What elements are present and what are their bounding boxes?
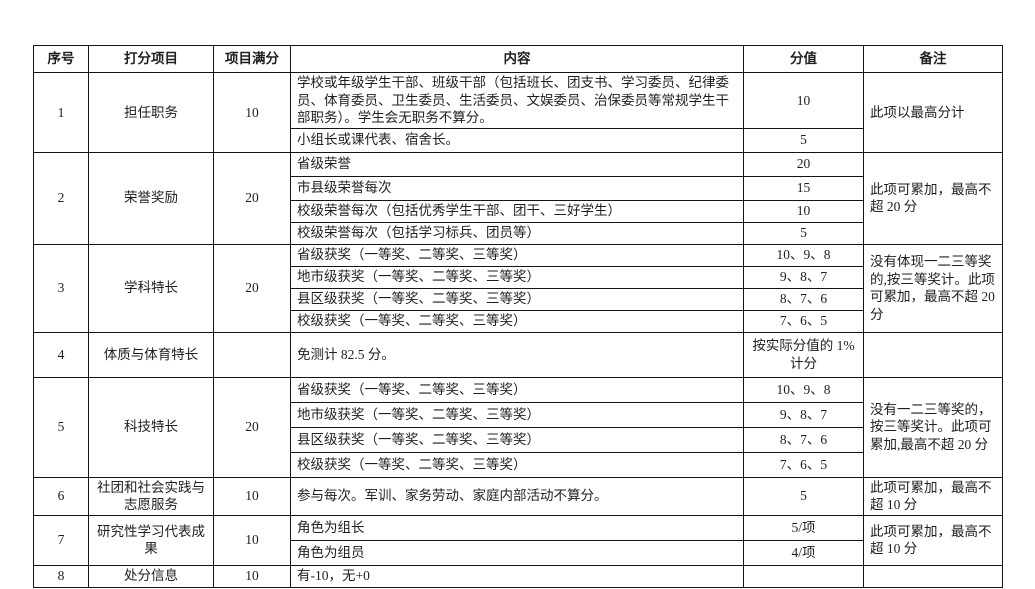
score-cell: 7、6、5	[743, 309, 864, 333]
project-max-score: 20	[213, 376, 291, 478]
content-cell: 省级获奖（一等奖、二等奖、三等奖）	[290, 243, 744, 267]
row-no: 1	[33, 72, 89, 153]
col-header-remark: 备注	[863, 45, 1003, 73]
project-name: 社团和社会实践与志愿服务	[88, 476, 214, 516]
remark-cell: 此项可累加，最高不超 10 分	[863, 514, 1003, 566]
table-row: 3 学科特长 20 省级获奖（一等奖、二等奖、三等奖） 10、9、8 没有体现一…	[33, 243, 1003, 333]
score-cell: 8、7、6	[743, 287, 864, 311]
content-cell: 地市级获奖（一等奖、二等奖、三等奖）	[290, 401, 744, 428]
score-cell: 按实际分值的 1% 计分	[743, 331, 864, 378]
content-cell: 县区级获奖（一等奖、二等奖、三等奖）	[290, 287, 744, 311]
score-cell: 5	[743, 221, 864, 245]
project-name: 处分信息	[88, 564, 214, 588]
content-cell: 市县级荣誉每次	[290, 175, 744, 201]
content-cell: 有-10，无+0	[290, 564, 744, 588]
project-max-score: 10	[213, 564, 291, 588]
project-name: 荣誉奖励	[88, 151, 214, 245]
project-max-score: 10	[213, 514, 291, 566]
project-name: 体质与体育特长	[88, 331, 214, 378]
table-row: 5 科技特长 20 省级获奖（一等奖、二等奖、三等奖） 10、9、8 没有一二三…	[33, 376, 1003, 478]
table-row: 校级荣誉每次（包括学习标兵、团员等） 5	[34, 221, 1003, 245]
project-max-score	[213, 331, 291, 378]
content-cell: 角色为组长	[290, 514, 744, 541]
remark-cell: 没有体现一二三等奖的,按三等奖计。此项可累加，最高不超 20 分	[863, 243, 1003, 333]
content-cell: 校级荣誉每次（包括学习标兵、团员等）	[290, 221, 744, 245]
col-header-content: 内容	[290, 45, 744, 73]
table-row: 地市级获奖（一等奖、二等奖、三等奖） 9、8、7	[34, 401, 1003, 428]
table-row: 7 研究性学习代表成果 10 角色为组长 5/项 此项可累加，最高不超 10 分	[33, 514, 1003, 566]
content-cell: 省级荣誉	[290, 151, 744, 177]
table-row: 8 处分信息 10 有-10，无+0	[33, 564, 1003, 588]
score-cell: 7、6、5	[743, 451, 864, 478]
project-max-score: 20	[213, 151, 291, 245]
content-cell: 地市级获奖（一等奖、二等奖、三等奖）	[290, 265, 744, 289]
table-row: 1 担任职务 10 学校或年级学生干部、班级干部（包括班长、团支书、学习委员、纪…	[33, 72, 1003, 153]
header-row: 序号 打分项目 项目满分 内容 分值 备注	[33, 45, 1003, 73]
score-cell: 5	[743, 476, 864, 516]
table-row: 校级荣誉每次（包括优秀学生干部、团干、三好学生） 10	[34, 199, 1003, 223]
score-cell: 9、8、7	[743, 265, 864, 289]
col-header-score: 分值	[743, 45, 864, 73]
remark-cell: 此项可累加，最高不超 20 分	[863, 151, 1003, 245]
row-no: 3	[33, 243, 89, 333]
table-row: 4 体质与体育特长 免测计 82.5 分。 按实际分值的 1% 计分	[33, 331, 1003, 378]
content-cell: 校级获奖（一等奖、二等奖、三等奖）	[290, 309, 744, 333]
score-cell: 10	[743, 199, 864, 223]
project-max-score: 20	[213, 243, 291, 333]
score-cell	[743, 564, 864, 588]
content-cell: 县区级获奖（一等奖、二等奖、三等奖）	[290, 426, 744, 453]
score-cell: 15	[743, 175, 864, 201]
remark-cell: 没有一二三等奖的，按三等奖计。此项可累加,最高不超 20 分	[863, 376, 1003, 478]
content-cell: 参与每次。军训、家务劳动、家庭内部活动不算分。	[290, 476, 744, 516]
score-cell: 20	[743, 151, 864, 177]
project-max-score: 10	[213, 476, 291, 516]
project-name: 科技特长	[88, 376, 214, 478]
row-no: 2	[33, 151, 89, 245]
project-name: 担任职务	[88, 72, 214, 153]
score-cell: 5/项	[743, 514, 864, 541]
table-row: 2 荣誉奖励 20 省级荣誉 20 此项可累加，最高不超 20 分	[33, 151, 1003, 245]
score-cell: 10、9、8	[743, 243, 864, 267]
project-name: 学科特长	[88, 243, 214, 333]
row-no: 7	[33, 514, 89, 566]
row-no: 5	[33, 376, 89, 478]
content-cell: 校级荣誉每次（包括优秀学生干部、团干、三好学生）	[290, 199, 744, 223]
content-cell: 小组长或课代表、宿舍长。	[290, 127, 744, 153]
col-header-no: 序号	[33, 45, 89, 73]
score-cell: 4/项	[743, 539, 864, 566]
content-cell: 角色为组员	[290, 539, 744, 566]
row-no: 6	[33, 476, 89, 516]
remark-cell: 此项可累加，最高不超 10 分	[863, 476, 1003, 516]
project-max-score: 10	[213, 72, 291, 153]
remark-cell: 此项以最高分计	[863, 72, 1003, 153]
score-cell: 10	[743, 72, 864, 129]
score-cell: 10、9、8	[743, 376, 864, 403]
table-row: 县区级获奖（一等奖、二等奖、三等奖） 8、7、6	[34, 287, 1003, 311]
table-row: 角色为组员 4/项	[34, 539, 1003, 566]
col-header-max: 项目满分	[213, 45, 291, 73]
content-cell: 学校或年级学生干部、班级干部（包括班长、团支书、学习委员、纪律委员、体育委员、卫…	[290, 72, 744, 129]
table-row: 校级获奖（一等奖、二等奖、三等奖） 7、6、5	[34, 451, 1003, 478]
scoring-table: 序号 打分项目 项目满分 内容 分值 备注 1 担任职务 10 学校或年级学生干…	[33, 45, 1003, 588]
table-row: 6 社团和社会实践与志愿服务 10 参与每次。军训、家务劳动、家庭内部活动不算分…	[33, 476, 1003, 516]
table-row: 小组长或课代表、宿舍长。 5	[34, 127, 1003, 153]
remark-cell	[863, 564, 1003, 588]
score-cell: 8、7、6	[743, 426, 864, 453]
content-cell: 校级获奖（一等奖、二等奖、三等奖）	[290, 451, 744, 478]
project-name: 研究性学习代表成果	[88, 514, 214, 566]
remark-cell	[863, 331, 1003, 378]
score-cell: 5	[743, 127, 864, 153]
content-cell: 免测计 82.5 分。	[290, 331, 744, 378]
table-row: 县区级获奖（一等奖、二等奖、三等奖） 8、7、6	[34, 426, 1003, 453]
row-no: 8	[33, 564, 89, 588]
content-cell: 省级获奖（一等奖、二等奖、三等奖）	[290, 376, 744, 403]
row-no: 4	[33, 331, 89, 378]
col-header-project: 打分项目	[88, 45, 214, 73]
score-cell: 9、8、7	[743, 401, 864, 428]
